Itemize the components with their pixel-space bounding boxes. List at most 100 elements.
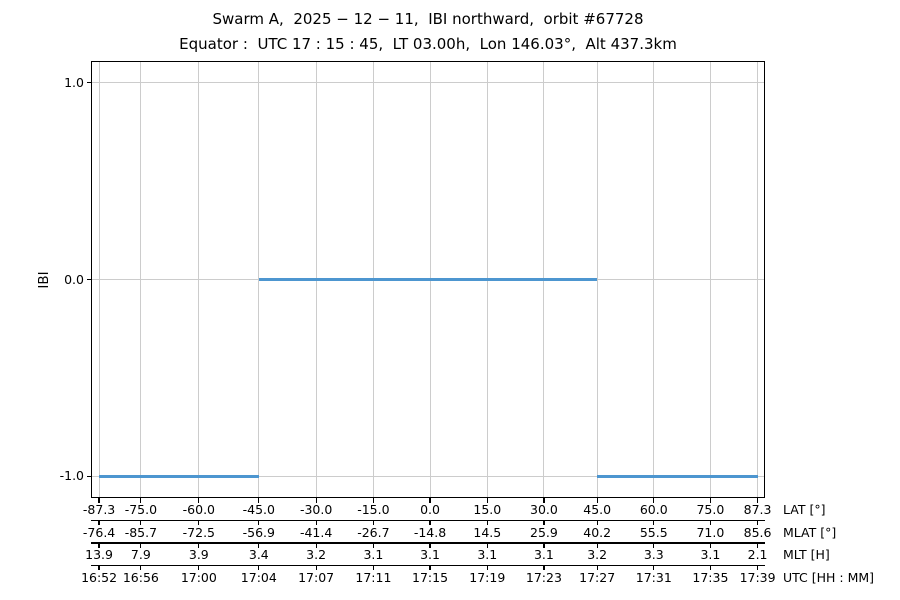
gridline-vertical — [709, 61, 711, 498]
x-tick — [372, 520, 374, 525]
x-tick-label: 3.3 — [643, 547, 664, 562]
x-tick — [315, 520, 317, 525]
x-tick — [140, 565, 142, 570]
x-tick — [756, 498, 759, 503]
y-tick-label: -1.0 — [59, 468, 84, 484]
x-tick-label: -26.7 — [357, 524, 390, 540]
x-tick-label: 7.9 — [130, 547, 151, 562]
y-tick — [86, 475, 91, 477]
x-tick — [98, 543, 100, 548]
x-tick — [756, 543, 759, 548]
x-tick-label: 60.0 — [639, 502, 668, 517]
gridline-vertical — [198, 61, 200, 498]
x-tick-label: 71.0 — [696, 524, 725, 540]
x-tick — [140, 543, 142, 548]
x-tick-label: 75.0 — [696, 502, 725, 517]
x-axis-row-unit-label: MLT [H] — [783, 547, 830, 562]
ibi-data-line-segment — [99, 474, 259, 478]
x-tick — [596, 565, 598, 570]
x-tick — [315, 565, 317, 570]
x-tick-label: 17:23 — [525, 570, 562, 585]
x-tick — [596, 520, 598, 525]
x-tick — [709, 520, 711, 525]
y-tick-label: 0.0 — [64, 271, 84, 287]
x-tick-label: 17:31 — [635, 570, 672, 585]
x-tick — [653, 543, 655, 548]
x-tick-label: 40.2 — [583, 524, 612, 540]
x-tick-label: 3.1 — [420, 547, 440, 562]
chart-title: Swarm A, 2025 − 12 − 11, IBI northward, … — [212, 10, 644, 28]
x-tick — [98, 520, 100, 525]
x-tick — [653, 565, 655, 570]
x-tick — [429, 498, 431, 503]
x-tick-label: 13.9 — [85, 547, 113, 562]
x-tick-label: 30.0 — [530, 502, 558, 517]
x-tick — [596, 543, 598, 548]
x-tick — [198, 565, 200, 570]
x-tick-label: 16:52 — [81, 570, 118, 585]
x-tick — [653, 520, 655, 525]
x-tick-label: -14.8 — [413, 524, 447, 540]
x-tick-label: 17:15 — [412, 570, 449, 585]
x-tick — [372, 565, 374, 570]
x-tick-label: 16:56 — [122, 570, 159, 585]
x-tick — [756, 520, 759, 525]
x-tick-label: -56.9 — [242, 524, 275, 540]
gridline-vertical — [596, 61, 598, 498]
x-tick — [486, 520, 488, 525]
x-axis-row-unit-label: UTC [HH : MM] — [783, 570, 875, 585]
x-tick — [258, 520, 260, 525]
gridline-vertical — [98, 61, 100, 498]
x-tick-label: -15.0 — [357, 502, 390, 517]
x-tick-label: -30.0 — [299, 502, 333, 517]
x-tick-label: -45.0 — [242, 502, 275, 517]
x-tick — [709, 498, 711, 503]
x-tick — [486, 498, 488, 503]
x-tick-label: 3.9 — [188, 547, 209, 562]
gridline-vertical — [140, 61, 142, 498]
x-tick — [315, 498, 317, 503]
x-tick — [543, 498, 545, 503]
x-tick — [429, 565, 431, 570]
x-tick — [140, 498, 142, 503]
x-tick — [198, 543, 200, 548]
x-tick-label: 2.1 — [747, 547, 768, 562]
gridline-vertical — [757, 61, 759, 498]
x-tick — [653, 498, 655, 503]
x-tick-label: -85.7 — [124, 524, 158, 540]
gridline-horizontal — [91, 475, 765, 477]
x-tick-label: 3.1 — [363, 547, 384, 562]
x-tick-label: 87.3 — [743, 502, 772, 517]
x-tick — [258, 498, 260, 503]
x-tick-label: 17:04 — [240, 570, 277, 585]
x-tick-label: 17:11 — [355, 570, 392, 585]
x-tick-label: 17:07 — [298, 570, 335, 585]
x-axis-row-unit-label: MLAT [°] — [783, 524, 837, 540]
x-tick-label: 3.1 — [477, 547, 498, 562]
gridline-vertical — [653, 61, 655, 498]
y-tick-label: 1.0 — [64, 74, 84, 90]
x-tick — [258, 543, 260, 548]
ibi-data-line-segment — [258, 278, 598, 281]
x-tick-label: 17:00 — [180, 570, 217, 585]
x-tick — [429, 543, 431, 548]
x-axis-row-line — [91, 542, 765, 544]
x-tick-label: 15.0 — [473, 502, 502, 517]
x-tick — [372, 543, 374, 548]
x-tick-label: -87.3 — [82, 502, 116, 517]
x-tick-label: -76.4 — [82, 524, 116, 540]
x-tick — [543, 520, 545, 525]
x-tick-label: -60.0 — [182, 502, 215, 517]
x-tick-label: -75.0 — [124, 502, 158, 517]
x-tick-label: 3.2 — [306, 547, 327, 562]
x-tick — [140, 520, 142, 525]
x-tick — [315, 543, 317, 548]
x-tick-label: -72.5 — [182, 524, 215, 540]
x-tick — [98, 498, 100, 503]
x-axis-row-unit-label: LAT [°] — [783, 502, 826, 517]
x-tick — [596, 498, 598, 503]
x-tick-label: 14.5 — [473, 524, 502, 540]
y-tick — [86, 82, 91, 84]
x-tick — [709, 543, 711, 548]
